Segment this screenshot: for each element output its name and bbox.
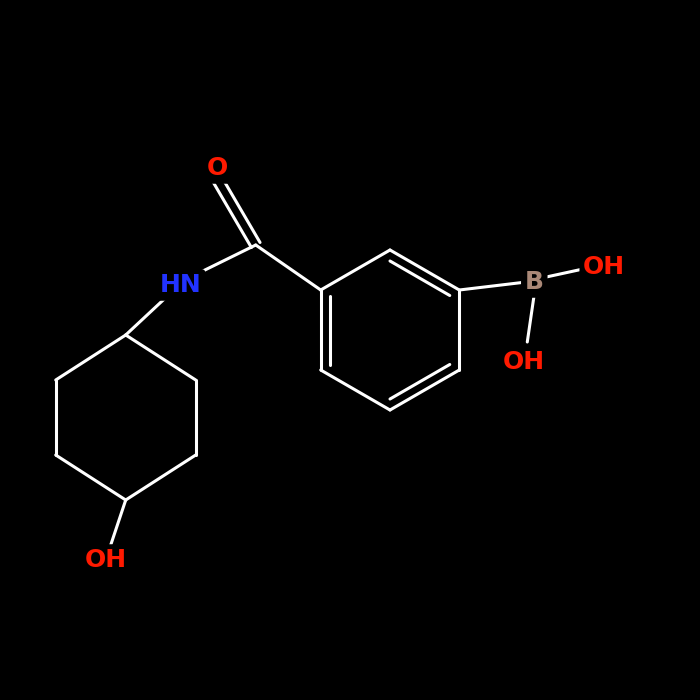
Text: O: O xyxy=(207,156,228,180)
Text: HN: HN xyxy=(160,273,202,297)
Text: OH: OH xyxy=(503,350,545,374)
Text: B: B xyxy=(525,270,544,294)
Text: OH: OH xyxy=(85,548,127,572)
Text: OH: OH xyxy=(583,255,625,279)
